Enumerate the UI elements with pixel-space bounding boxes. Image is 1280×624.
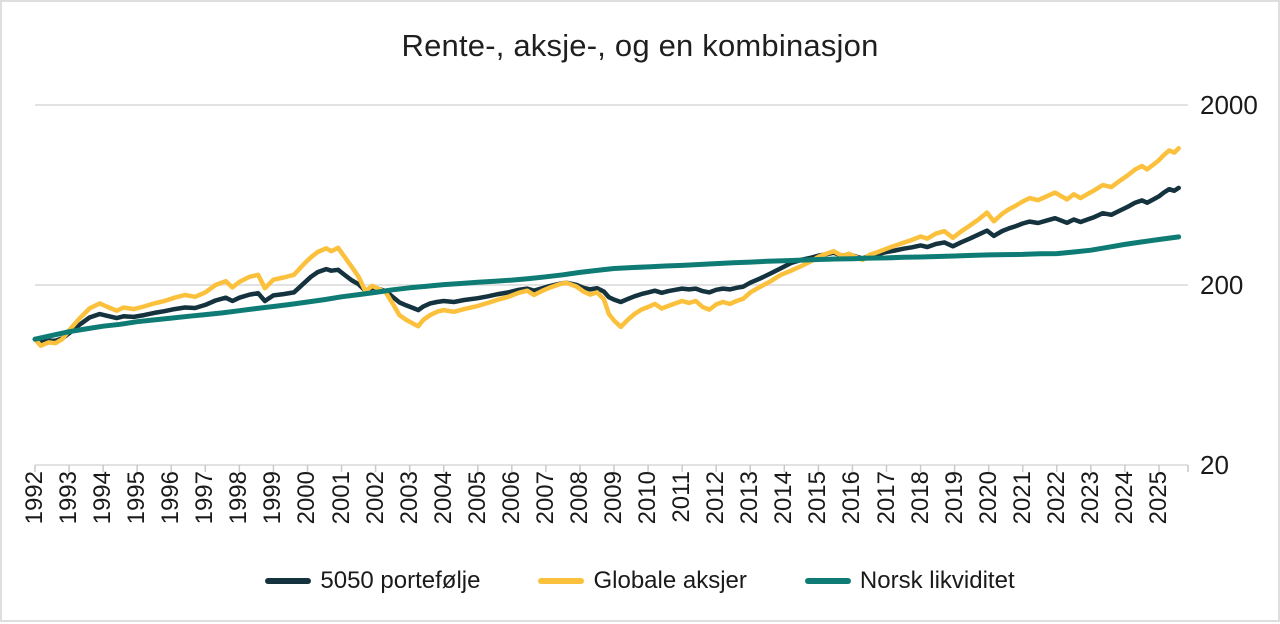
- chart-legend: 5050 portefølje Globale aksjer Norsk lik…: [2, 564, 1278, 598]
- series-line-globale-aksjer: [32, 146, 1181, 348]
- x-axis-label-2008: 2008: [565, 471, 593, 525]
- x-axis-label-2014: 2014: [770, 471, 798, 525]
- legend-item-5050-portefolje: 5050 portefølje: [265, 567, 480, 595]
- legend-label-5050-portefolje: 5050 portefølje: [320, 567, 481, 594]
- legend-item-norsk-likviditet: Norsk likviditet: [804, 567, 1015, 595]
- x-axis-label-2013: 2013: [736, 471, 764, 525]
- legend-label-globale-aksjer: Globale aksjer: [593, 567, 747, 594]
- x-axis-label-2025: 2025: [1144, 471, 1172, 525]
- x-axis-label-2004: 2004: [429, 471, 457, 525]
- chart-title: Rente-, aksje-, og en kombinasjon: [401, 28, 879, 63]
- x-axis-label-1999: 1999: [259, 471, 287, 525]
- y-axis-label-2000: 2000: [1200, 90, 1258, 120]
- x-axis-label-2020: 2020: [974, 471, 1002, 525]
- x-axis-label-2006: 2006: [497, 471, 525, 525]
- x-axis-label-1994: 1994: [89, 471, 117, 525]
- x-axis-label-2009: 2009: [600, 471, 628, 525]
- y-axis-label-20: 20: [1200, 450, 1229, 480]
- x-axis-label-1995: 1995: [123, 471, 151, 525]
- x-axis-label-2023: 2023: [1076, 471, 1104, 525]
- legend-swatch-5050-portefolje: [265, 578, 312, 584]
- legend-swatch-globale-aksjer: [538, 578, 585, 584]
- x-axis-label-2015: 2015: [804, 471, 832, 525]
- x-axis-label-2016: 2016: [838, 471, 866, 525]
- x-axis-label-1997: 1997: [191, 471, 219, 525]
- x-axis-label-2011: 2011: [668, 471, 696, 523]
- x-axis-label-2003: 2003: [395, 471, 423, 525]
- y-axis-label-200: 200: [1200, 270, 1244, 300]
- x-axis-label-1998: 1998: [225, 471, 253, 525]
- x-axis-label-2007: 2007: [531, 471, 559, 525]
- x-axis-label-2001: 2001: [327, 471, 355, 525]
- series-line-5050-portef-lje: [32, 185, 1181, 345]
- x-axis-label-2000: 2000: [293, 471, 321, 525]
- x-axis-label-2005: 2005: [463, 471, 491, 525]
- legend-item-globale-aksjer: Globale aksjer: [538, 567, 747, 595]
- x-axis-label-2024: 2024: [1110, 471, 1138, 525]
- x-axis-label-2021: 2021: [1008, 471, 1036, 525]
- x-axis-label-1996: 1996: [157, 471, 185, 525]
- x-axis-label-2018: 2018: [906, 471, 934, 525]
- x-axis-label-2010: 2010: [634, 471, 662, 525]
- legend-label-norsk-likviditet: Norsk likviditet: [859, 567, 1015, 594]
- series-line-norsk-likviditet: [32, 234, 1182, 342]
- x-axis-label-2022: 2022: [1042, 471, 1070, 525]
- x-axis-label-1992: 1992: [21, 471, 48, 525]
- legend-swatch-norsk-likviditet: [804, 578, 851, 584]
- x-axis-label-1993: 1993: [55, 471, 83, 525]
- x-axis-label-2002: 2002: [361, 471, 389, 525]
- x-axis-label-2019: 2019: [940, 471, 968, 525]
- x-axis-label-2017: 2017: [872, 471, 900, 525]
- x-axis-label-2012: 2012: [702, 471, 730, 525]
